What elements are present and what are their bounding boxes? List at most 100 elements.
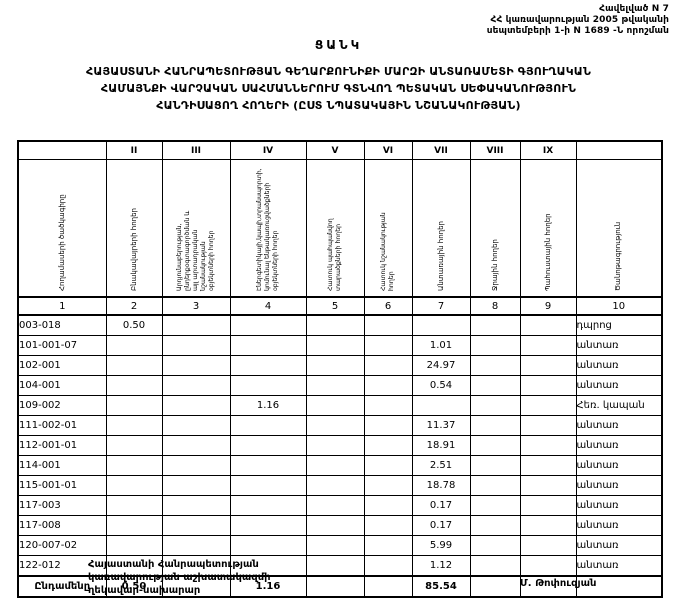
cell-col-8 [469, 335, 521, 356]
colnum-8: 8 [469, 296, 521, 316]
header-cell-special: Հատուկ նշանակության հողեր [363, 159, 413, 298]
cell-col-9 [519, 415, 577, 436]
cell-note: անտառ [575, 535, 663, 556]
cell-col-2 [105, 355, 163, 376]
cell-col-9 [519, 535, 577, 556]
cell-col-6 [363, 415, 413, 436]
cell-col-3 [161, 535, 231, 556]
cell-col-5 [305, 335, 365, 356]
roman-cell-7: VII [411, 140, 471, 160]
cell-land-code: 104-001 [17, 375, 107, 396]
roman-cell-8: VIII [469, 140, 521, 160]
cell-col-7: 0.54 [411, 375, 471, 396]
cell-col-6 [363, 395, 413, 416]
header-label-energy: Էներգետիկայի,կապի,տրանսպորտի, կոմունալ ե… [256, 168, 279, 291]
cell-col-4 [229, 375, 307, 396]
cell-col-3 [161, 455, 231, 476]
cell-col-9 [519, 555, 577, 577]
cell-col-5 [305, 314, 365, 336]
header-cell-energy: Էներգետիկայի,կապի,տրանսպորտի, կոմունալ ե… [229, 159, 307, 298]
title-line-2: ՀԱՄԱՅՆՔԻ ՎԱՐՉԱԿԱՆ ՍԱՀՄԱՆՆԵՐՈՒՄ ԳՏՆՎՈՂ ՊԵ… [100, 82, 577, 95]
total-label: Ընդամենը [17, 575, 107, 598]
header-cell-forest: Անտառային հողեր [411, 159, 471, 298]
cell-col-8 [469, 495, 521, 516]
header-label-codes: Հողամասերի ծածկագիրը [57, 194, 66, 291]
cell-col-4 [229, 355, 307, 376]
cell-col-7: 24.97 [411, 355, 471, 376]
header-label-notes: Ծանոթագրություն [614, 221, 623, 291]
total-c8 [469, 575, 521, 598]
header-label-industry: Արդյունաբերության, ընդերքօգտագործման և ա… [176, 210, 215, 291]
cell-col-4 [229, 435, 307, 456]
table-row: 117-003 0.17 անտառ [17, 495, 663, 516]
cell-col-5 [305, 355, 365, 376]
roman-cell-6: VI [363, 140, 413, 160]
cell-col-8 [469, 415, 521, 436]
header-cell-settlement: Բնակավայրերի հողեր [105, 159, 163, 298]
cell-land-code: 120-007-02 [17, 535, 107, 556]
cell-col-5 [305, 395, 365, 416]
table-row: 109-002 1.16 Հեռ. կապան [17, 395, 663, 416]
cell-col-9 [519, 375, 577, 396]
header-label-reserve: Պահուստային հողեր [543, 213, 552, 291]
cell-col-3 [161, 314, 231, 336]
cell-note: Հեռ. կապան [575, 395, 663, 416]
cell-col-5 [305, 415, 365, 436]
total-c10 [575, 575, 663, 598]
land-registry-table-container: II III IV V VI VII VIII IX Հողամասերի ծա… [17, 140, 663, 598]
header-cell-reserve: Պահուստային հողեր [519, 159, 577, 298]
cell-note: անտառ [575, 335, 663, 356]
cell-col-5 [305, 455, 365, 476]
table-row: 104-001 0.54 անտառ [17, 375, 663, 396]
signatory-line-2: կառավարության աշխատակազմի [88, 572, 271, 583]
cell-col-6 [363, 435, 413, 456]
cell-land-code: 114-001 [17, 455, 107, 476]
cell-col-7: 1.01 [411, 335, 471, 356]
land-registry-table: II III IV V VI VII VIII IX Հողամասերի ծա… [17, 140, 663, 598]
cell-col-2 [105, 395, 163, 416]
cell-col-9 [519, 435, 577, 456]
cell-col-3 [161, 335, 231, 356]
cell-col-4 [229, 314, 307, 336]
roman-cell-1 [18, 141, 106, 160]
cell-col-9 [519, 335, 577, 356]
cell-col-3 [161, 355, 231, 376]
colnum-10: 10 [575, 296, 663, 316]
cell-note: անտառ [575, 355, 663, 376]
cell-land-code: 111-002-01 [17, 415, 107, 436]
cell-col-4 [229, 535, 307, 556]
cell-land-code: 003-018 [17, 314, 107, 336]
cell-col-6 [363, 535, 413, 556]
header-cell-notes: Ծանոթագրություն [575, 159, 663, 298]
header-cell-water: Ջրային հողեր [469, 159, 521, 298]
colnum-3: 3 [161, 296, 231, 316]
document-reference-block: Հավելված N 7 ՀՀ կառավարության 2005 թվակա… [487, 4, 669, 37]
cell-col-5 [305, 515, 365, 536]
cell-col-3 [161, 415, 231, 436]
cell-col-4: 1.16 [229, 395, 307, 416]
cell-col-5 [305, 555, 365, 577]
doc-ref-line-3: սեպտեմբերի 1-ի N 1689 -Ն որոշման [486, 26, 669, 36]
cell-note: անտառ [575, 415, 663, 436]
cell-col-3 [161, 395, 231, 416]
cell-col-9 [519, 355, 577, 376]
colnum-9: 9 [519, 296, 577, 316]
cell-col-6 [363, 355, 413, 376]
colnum-2: 2 [105, 296, 163, 316]
cell-col-4 [229, 475, 307, 496]
cell-col-7: 18.78 [411, 475, 471, 496]
cell-col-8 [469, 535, 521, 556]
table-row: 115-001-01 18.78 անտառ [17, 475, 663, 496]
cell-col-7: 5.99 [411, 535, 471, 556]
roman-cell-5: V [305, 140, 365, 160]
cell-col-7: 1.12 [411, 555, 471, 577]
table-row: 003-018 0.50 դպրոց [17, 314, 663, 336]
total-c6 [363, 575, 413, 598]
cell-land-code: 115-001-01 [17, 475, 107, 496]
cell-col-5 [305, 375, 365, 396]
cell-land-code: 117-008 [17, 515, 107, 536]
cell-col-2 [105, 415, 163, 436]
signatory-line-3: ղեկավար-նախարար [88, 585, 201, 596]
cell-col-5 [305, 475, 365, 496]
cell-col-6 [363, 475, 413, 496]
